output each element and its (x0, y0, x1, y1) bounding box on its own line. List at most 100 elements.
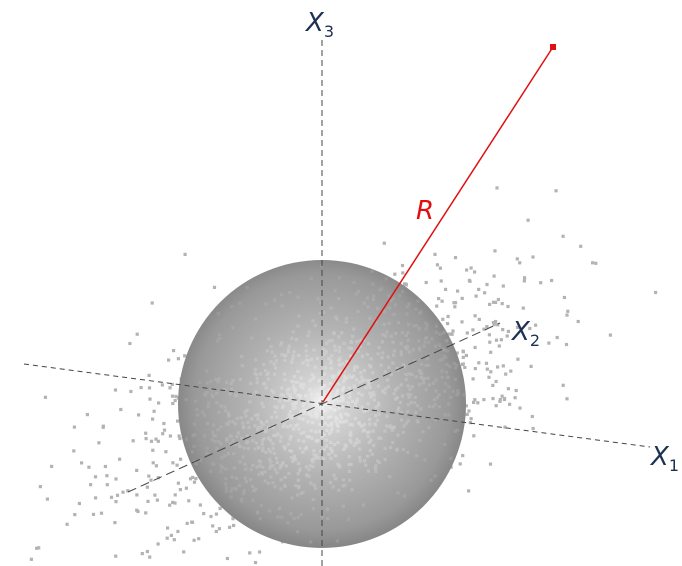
sample-point (330, 421, 334, 425)
x2-axis (127, 322, 501, 493)
sample-point (377, 403, 381, 407)
sample-point (390, 428, 394, 432)
sample-point (438, 266, 442, 270)
sample-point (290, 336, 294, 340)
sample-point (342, 420, 346, 424)
sample-point (309, 276, 313, 280)
sample-point (291, 402, 295, 406)
sample-point (238, 483, 242, 487)
sample-point (292, 516, 296, 520)
sample-point (346, 517, 351, 522)
sample-point (550, 278, 554, 283)
sample-point (389, 445, 393, 450)
sample-point (321, 403, 325, 407)
sample-point (456, 389, 460, 393)
sample-point (319, 387, 323, 391)
sample-point (35, 546, 39, 550)
sample-point (322, 447, 326, 451)
sample-point (374, 464, 378, 468)
sample-point (445, 370, 449, 374)
sample-point (337, 370, 341, 374)
sample-point (341, 361, 345, 366)
sample-point (376, 307, 380, 311)
sample-point (514, 388, 518, 393)
sample-point (289, 456, 293, 460)
sample-point (238, 444, 242, 448)
sample-point (467, 409, 471, 413)
sample-point (289, 435, 293, 439)
sample-point (286, 350, 290, 354)
sample-point (232, 466, 236, 470)
sample-point (261, 449, 265, 453)
sample-point (404, 333, 408, 337)
sample-point (328, 432, 332, 436)
sample-point (321, 416, 325, 420)
sample-point (157, 401, 161, 405)
sample-point (304, 344, 308, 348)
sample-point (473, 345, 477, 350)
sample-point (461, 349, 465, 353)
sample-point (309, 481, 313, 485)
sample-point (392, 312, 396, 316)
sample-point (168, 434, 172, 438)
sample-point (437, 297, 441, 301)
sample-point (224, 467, 228, 471)
sample-point (424, 336, 429, 340)
sample-point (473, 314, 477, 318)
sample-point (498, 399, 502, 403)
sample-point (231, 517, 235, 521)
sample-point (396, 433, 400, 437)
sample-point (312, 453, 316, 457)
sample-point (353, 364, 357, 368)
sample-point (241, 421, 245, 425)
sample-point (288, 414, 292, 418)
sample-point (327, 339, 331, 343)
sample-point (401, 290, 405, 294)
sample-point (349, 346, 354, 351)
sample-point (362, 409, 366, 413)
sample-point (427, 383, 431, 387)
sample-point (473, 270, 477, 274)
sample-point (281, 424, 285, 429)
sample-point (333, 348, 338, 352)
sample-point (417, 369, 421, 373)
sample-point (380, 340, 384, 344)
sample-point (214, 377, 218, 381)
sample-point (430, 337, 434, 341)
sample-point (294, 401, 298, 405)
sample-point (252, 488, 256, 492)
sample-point (262, 362, 266, 367)
sample-point (370, 392, 374, 396)
sample-point (472, 400, 476, 404)
sample-point (329, 359, 333, 363)
sample-point (460, 320, 464, 324)
sample-point (351, 374, 356, 378)
sample-point (168, 503, 172, 507)
sample-point (183, 354, 187, 358)
sample-point (310, 392, 314, 396)
sample-point (337, 406, 341, 410)
sample-point (494, 338, 499, 342)
sample-point (126, 489, 130, 493)
sample-point (202, 512, 206, 516)
sample-point (501, 328, 505, 332)
sample-point (358, 459, 362, 463)
sample-point (309, 429, 313, 433)
sample-point (345, 376, 349, 380)
sample-point (266, 377, 270, 381)
radius-label: R (416, 196, 434, 226)
sample-point (367, 378, 371, 382)
sample-point (320, 515, 324, 519)
sample-point (346, 413, 350, 417)
sample-point (280, 353, 284, 357)
sample-point (273, 405, 277, 409)
sample-point (255, 511, 260, 515)
sample-point (342, 341, 346, 345)
sample-point (154, 437, 158, 441)
sample-point (314, 411, 318, 416)
sample-point (118, 457, 122, 461)
sample-point (152, 409, 156, 413)
sample-point (361, 379, 365, 383)
sample-point (298, 446, 302, 450)
sample-point (146, 499, 150, 503)
